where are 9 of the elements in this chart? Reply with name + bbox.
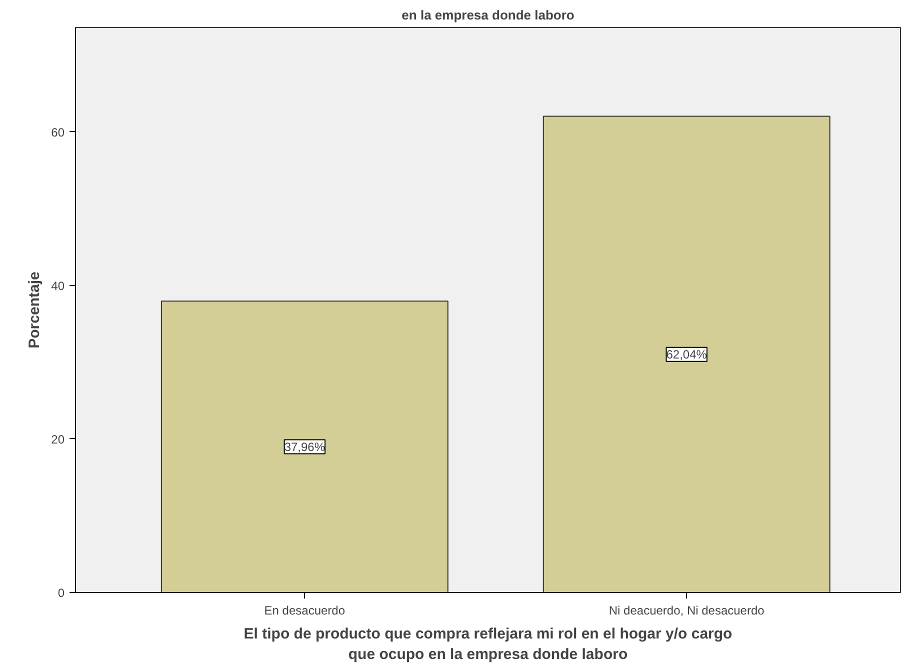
x-tick-label: En desacuerdo [264, 604, 346, 618]
x-axis-title: El tipo de producto que compra reflejara mi rol en el hogar y/o cargo que ocupo en la empresa donde laboro [244, 626, 732, 663]
y-tick-label: 20 [51, 432, 65, 446]
y-tick-label: 0 [58, 586, 65, 600]
y-axis-title: Porcentaje [26, 272, 44, 348]
chart-title: en la empresa donde laboro [402, 8, 574, 22]
y-tick-label: 60 [51, 125, 65, 140]
x-tick-label: Ni deacuerdo, Ni desacuerdo [608, 604, 765, 618]
y-tick-label: 40 [51, 278, 65, 293]
